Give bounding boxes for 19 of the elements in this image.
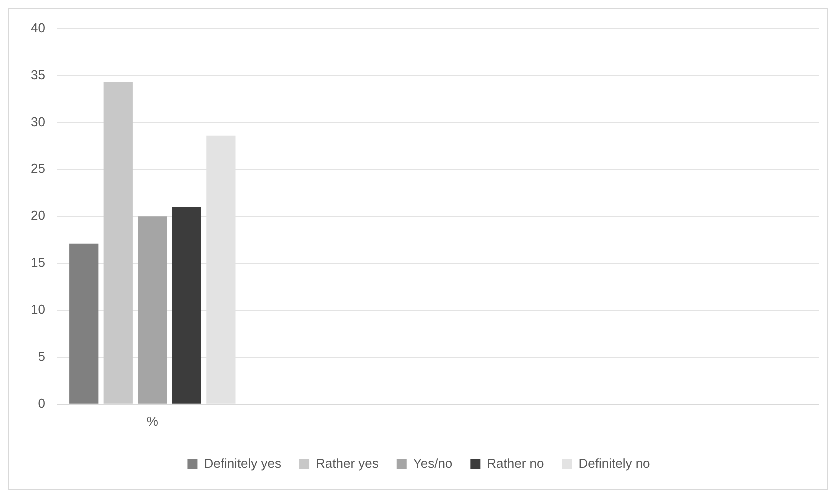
x-tick-label: % (146, 414, 159, 429)
y-tick-label: 30 (30, 114, 46, 130)
legend-label: Definitely no (578, 456, 650, 472)
bar (138, 216, 168, 404)
y-tick-label: 15 (30, 255, 46, 270)
y-tick-label: 5 (38, 349, 46, 364)
legend-label: Yes/no (413, 456, 453, 472)
y-tick-label: 25 (30, 161, 46, 176)
y-tick-label: 0 (38, 396, 46, 411)
bar (70, 244, 99, 404)
legend-label: Rather yes (316, 456, 380, 472)
y-tick-label: 35 (30, 67, 46, 82)
legend-label: Rather no (487, 456, 544, 472)
y-tick-label: 10 (30, 302, 46, 318)
bar (172, 207, 202, 404)
y-tick-label: 40 (30, 20, 46, 36)
y-tick-label: 20 (30, 208, 46, 224)
bar (104, 82, 133, 404)
legend-label: Definitely yes (204, 456, 282, 472)
